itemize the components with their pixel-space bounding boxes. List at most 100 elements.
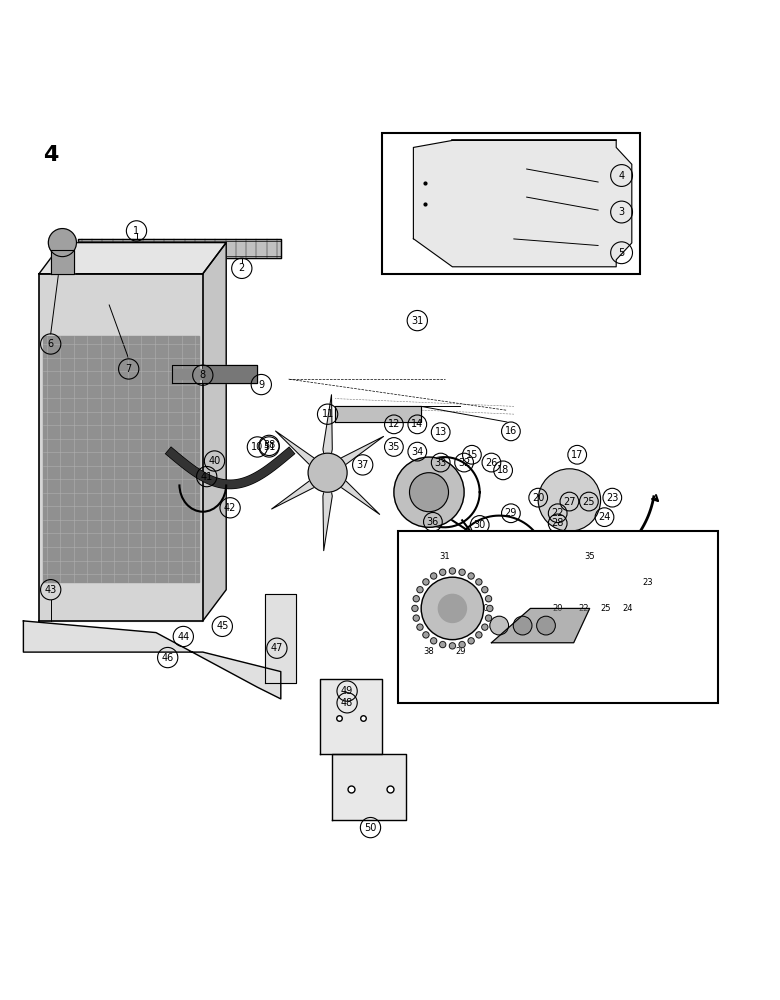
- Text: 5: 5: [619, 248, 625, 258]
- Polygon shape: [43, 336, 199, 582]
- Text: 32: 32: [458, 458, 470, 468]
- Text: 20: 20: [532, 493, 544, 503]
- Text: 36: 36: [427, 517, 439, 527]
- Circle shape: [537, 616, 555, 635]
- Text: 41: 41: [200, 472, 213, 482]
- Text: 29: 29: [455, 647, 466, 656]
- Circle shape: [487, 605, 493, 612]
- Text: 27: 27: [563, 497, 576, 507]
- Text: 22: 22: [551, 508, 564, 518]
- Polygon shape: [203, 365, 257, 383]
- Text: 4: 4: [619, 171, 625, 181]
- Text: 29: 29: [505, 508, 517, 518]
- Text: 2: 2: [239, 263, 245, 273]
- Circle shape: [490, 616, 509, 635]
- Text: 40: 40: [208, 456, 221, 466]
- Text: 8: 8: [200, 370, 206, 380]
- Polygon shape: [275, 431, 328, 473]
- Text: 22: 22: [578, 604, 589, 613]
- Circle shape: [423, 632, 429, 638]
- Text: 28: 28: [551, 518, 564, 528]
- Circle shape: [449, 568, 456, 574]
- Circle shape: [468, 638, 474, 644]
- Circle shape: [417, 587, 423, 593]
- FancyBboxPatch shape: [398, 531, 718, 703]
- Circle shape: [476, 632, 482, 638]
- Circle shape: [482, 587, 488, 593]
- Text: 13: 13: [434, 427, 447, 437]
- Text: 24: 24: [622, 604, 633, 613]
- Text: 12: 12: [388, 419, 400, 429]
- Text: 31: 31: [411, 316, 424, 326]
- Polygon shape: [39, 274, 203, 621]
- Text: 23: 23: [606, 493, 619, 503]
- Text: 30: 30: [478, 604, 489, 613]
- Text: 42: 42: [224, 503, 236, 513]
- Circle shape: [485, 596, 491, 602]
- Polygon shape: [23, 621, 281, 699]
- Circle shape: [412, 605, 418, 612]
- Text: 1: 1: [133, 226, 140, 236]
- Text: 35: 35: [584, 552, 595, 561]
- Polygon shape: [78, 239, 281, 258]
- Polygon shape: [323, 395, 332, 473]
- Text: 10: 10: [251, 442, 264, 452]
- Polygon shape: [413, 140, 632, 267]
- Text: 25: 25: [601, 604, 611, 613]
- Text: 33: 33: [434, 458, 447, 468]
- Circle shape: [48, 229, 76, 257]
- Polygon shape: [320, 679, 382, 754]
- Circle shape: [413, 615, 420, 621]
- Circle shape: [413, 596, 420, 602]
- Polygon shape: [271, 473, 328, 509]
- Text: 31: 31: [439, 552, 450, 561]
- Text: 38: 38: [263, 440, 275, 450]
- Circle shape: [468, 573, 474, 579]
- Text: 38: 38: [424, 647, 434, 656]
- Circle shape: [308, 453, 347, 492]
- Circle shape: [417, 624, 423, 630]
- Text: 37: 37: [356, 460, 369, 470]
- Circle shape: [449, 643, 456, 649]
- Polygon shape: [328, 436, 384, 473]
- Text: 50: 50: [364, 823, 377, 833]
- Circle shape: [538, 469, 601, 531]
- Text: 46: 46: [161, 653, 174, 663]
- Text: 17: 17: [571, 450, 583, 460]
- Circle shape: [438, 594, 466, 622]
- Polygon shape: [323, 473, 332, 551]
- Text: 11: 11: [321, 409, 334, 419]
- Text: 23: 23: [642, 578, 653, 587]
- Text: 49: 49: [341, 686, 353, 696]
- Text: 47: 47: [271, 643, 283, 653]
- Polygon shape: [328, 473, 380, 514]
- Circle shape: [476, 579, 482, 585]
- Circle shape: [440, 569, 446, 575]
- Polygon shape: [332, 754, 406, 820]
- Text: 9: 9: [258, 380, 264, 390]
- Circle shape: [513, 616, 532, 635]
- Text: 20: 20: [552, 604, 563, 613]
- Text: 19: 19: [489, 539, 502, 549]
- Circle shape: [431, 573, 437, 579]
- Text: 18: 18: [497, 465, 509, 475]
- Circle shape: [423, 579, 429, 585]
- Text: 48: 48: [341, 698, 353, 708]
- Text: 30: 30: [473, 520, 486, 530]
- Text: 7: 7: [126, 364, 132, 374]
- Circle shape: [459, 641, 465, 648]
- Text: 26: 26: [485, 458, 498, 468]
- Polygon shape: [39, 243, 226, 274]
- Circle shape: [394, 457, 464, 527]
- Text: 4: 4: [43, 145, 58, 165]
- FancyBboxPatch shape: [382, 133, 640, 274]
- Polygon shape: [172, 369, 203, 379]
- Text: 15: 15: [466, 450, 478, 460]
- Circle shape: [485, 615, 491, 621]
- Text: 3: 3: [619, 207, 625, 217]
- Circle shape: [459, 569, 465, 575]
- Circle shape: [431, 638, 437, 644]
- Polygon shape: [265, 594, 296, 683]
- Text: 35: 35: [388, 442, 400, 452]
- Circle shape: [421, 577, 484, 640]
